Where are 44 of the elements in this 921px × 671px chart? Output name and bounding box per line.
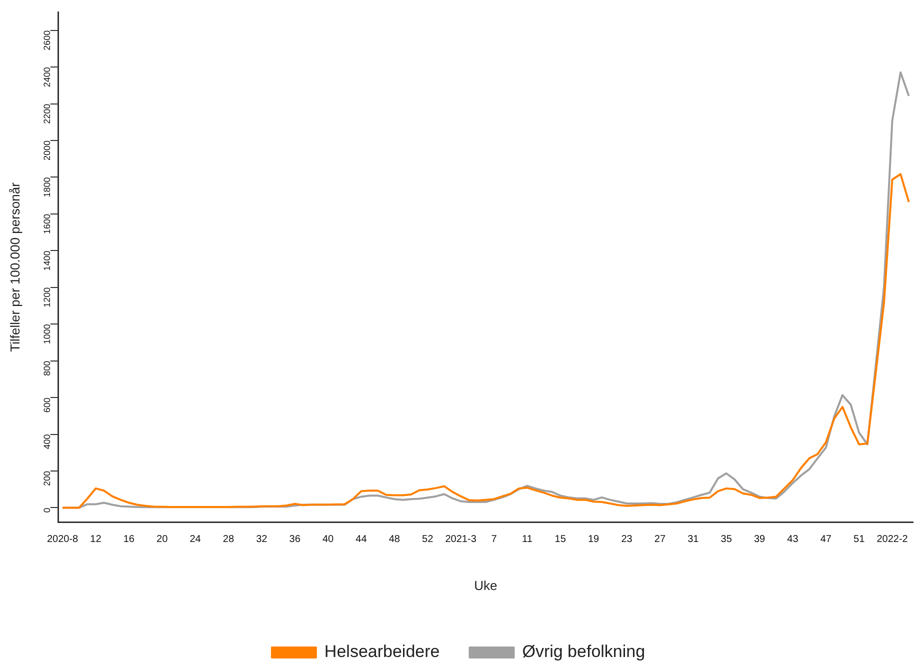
y-tick-label: 1200 — [42, 287, 52, 308]
x-tick-label: 47 — [820, 534, 832, 546]
x-tick-label: 44 — [356, 534, 368, 546]
x-tick-label: 19 — [588, 534, 600, 546]
y-tick-label: 0 — [42, 508, 52, 513]
y-tick-label: 1800 — [42, 177, 52, 198]
y-tick-label: 1600 — [42, 214, 52, 234]
x-tick-label: 48 — [388, 534, 400, 546]
y-axis-title: Tilfeller per 100.000 personår — [7, 182, 22, 352]
y-tick-label: 200 — [42, 470, 52, 486]
x-tick-label: 52 — [422, 534, 434, 546]
x-tick-label: 39 — [754, 534, 766, 546]
y-tick-label: 1400 — [42, 250, 52, 271]
x-tick-label: 43 — [787, 534, 799, 546]
x-tick-label: 11 — [522, 534, 533, 546]
x-tick-label: 35 — [720, 534, 732, 546]
x-tick-label: 23 — [621, 534, 633, 546]
legend-label: Helsearbeidere — [324, 642, 440, 662]
x-axis-title: Uke — [474, 578, 498, 593]
y-tick-label: 2600 — [42, 30, 52, 50]
x-tick-label: 40 — [322, 534, 334, 546]
y-tick-label: 2000 — [42, 140, 52, 161]
x-tick-label: 12 — [90, 534, 102, 546]
x-tick-label: 2021-3 — [445, 534, 477, 546]
x-tick-label: 15 — [554, 534, 566, 546]
x-tick-label: 32 — [256, 534, 268, 546]
x-tick-label: 2022-2 — [876, 534, 908, 546]
y-tick-label: 1000 — [42, 324, 52, 344]
y-tick-label: 600 — [42, 398, 52, 413]
x-tick-label: 27 — [654, 534, 666, 546]
x-tick-label: 20 — [156, 534, 168, 546]
x-tick-label: 31 — [688, 534, 700, 546]
x-tick-label: 36 — [289, 534, 301, 546]
x-tick-label: 16 — [123, 534, 135, 546]
x-tick-label: 24 — [190, 534, 202, 546]
x-tick-label: 7 — [491, 534, 498, 546]
y-tick-label: 2400 — [42, 67, 52, 88]
y-tick-label: 2200 — [42, 104, 52, 124]
legend-label: Øvrig befolkning — [522, 642, 646, 662]
x-tick-label: 2020-8 — [46, 534, 79, 546]
y-tick-label: 400 — [42, 434, 52, 450]
x-tick-label: 51 — [854, 534, 866, 546]
x-tick-label: 28 — [222, 534, 234, 546]
y-tick-label: 800 — [42, 360, 52, 376]
